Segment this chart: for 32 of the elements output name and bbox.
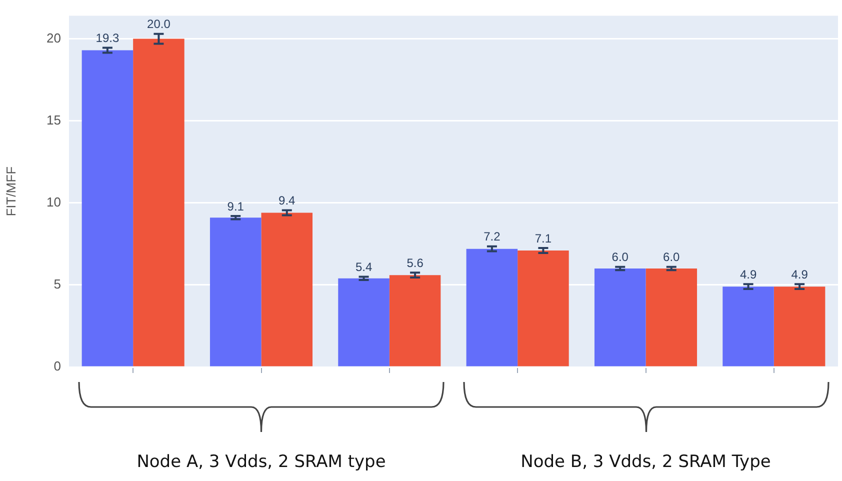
bar <box>82 50 134 366</box>
bar <box>389 275 441 366</box>
bar <box>774 286 826 366</box>
text: Node B, 3 Vdds, 2 SRAM Type <box>520 452 771 472</box>
data-label: 6.0 <box>612 250 629 264</box>
data-label: 4.9 <box>740 267 757 282</box>
y-tick-label: 0 <box>54 358 61 374</box>
bar <box>722 286 774 366</box>
data-label: 6.0 <box>663 250 680 264</box>
bar <box>210 218 262 366</box>
data-label: 9.1 <box>227 199 244 214</box>
data-label: 19.3 <box>96 31 120 46</box>
data-label: 5.6 <box>406 256 424 270</box>
y-axis-title: FIT/MFF <box>3 166 18 216</box>
y-tick-label: 15 <box>46 112 61 128</box>
data-label: 7.2 <box>484 230 501 244</box>
bar <box>261 212 313 366</box>
bar <box>466 248 518 366</box>
y-tick-label: 10 <box>46 194 61 210</box>
data-label: 7.1 <box>534 231 552 246</box>
y-tick-label: 5 <box>54 276 61 292</box>
bar <box>518 250 569 366</box>
y-tick-label: 20 <box>46 30 61 46</box>
data-label: 20.0 <box>147 17 171 32</box>
data-label: 4.9 <box>791 267 808 282</box>
bar <box>133 38 184 366</box>
bar <box>338 278 390 366</box>
data-label: 5.4 <box>355 260 372 274</box>
text: Node A, 3 Vdds, 2 SRAM type <box>136 452 386 472</box>
bar <box>594 268 646 366</box>
bar <box>646 268 698 366</box>
data-label: 9.4 <box>278 194 296 208</box>
